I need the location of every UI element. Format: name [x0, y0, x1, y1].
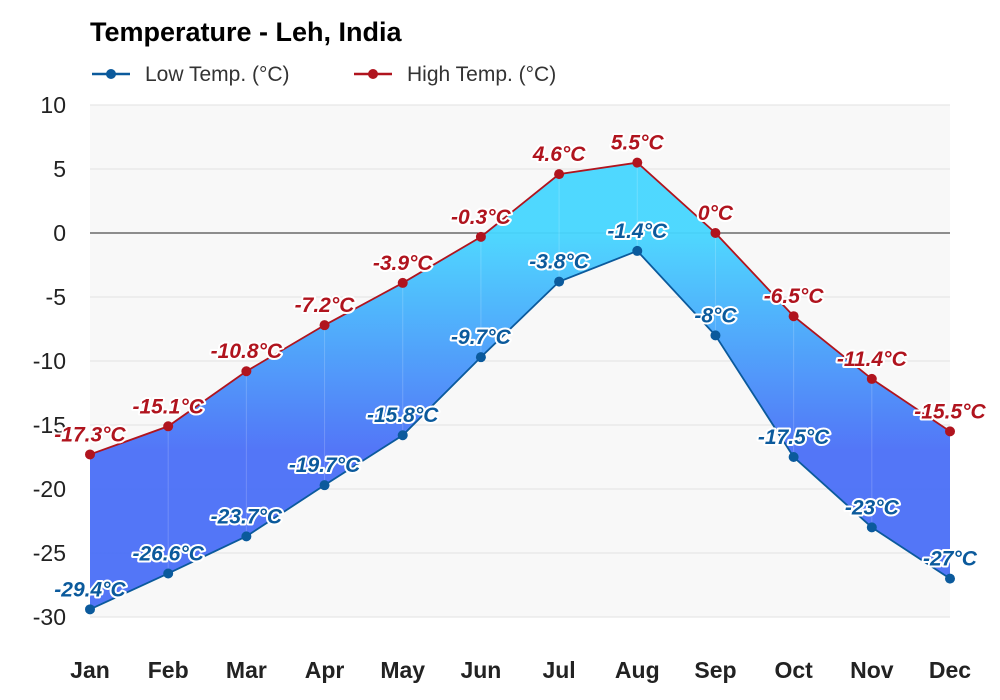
low-temp-point-aug[interactable]: [632, 245, 643, 256]
low-temp-point-jan[interactable]: [85, 604, 95, 615]
x-tick-label-dec: Dec: [929, 657, 971, 683]
high-temp-point-jan[interactable]: [85, 449, 95, 460]
low-temp-line: [89, 249, 951, 611]
low-temp-label-nov: -23°C: [845, 496, 900, 519]
low-temp-point-nov[interactable]: [866, 522, 877, 533]
high-temp-label-oct: -6.5°C: [764, 285, 825, 308]
low-temp-label-jul: -3.8°C: [529, 251, 590, 274]
x-tick-label-aug: Aug: [615, 657, 660, 683]
month-dividers: [167, 162, 873, 574]
low-temp-label-feb: -26.6°C: [132, 542, 204, 565]
series-lines: [89, 161, 951, 611]
x-tick-label-feb: Feb: [148, 657, 189, 683]
low-temp-label-oct: -17.5°C: [758, 426, 830, 449]
low-temp-point-jul[interactable]: [554, 276, 565, 287]
low-temp-point-jun[interactable]: [475, 352, 486, 363]
y-tick-label: 0: [53, 220, 66, 246]
data-labels: -29.4°C -26.6°C -23.7°C -19.7°C -15.8°C -9.7°…: [52, 130, 988, 604]
y-tick-label: -5: [46, 284, 66, 310]
x-tick-label-may: May: [380, 657, 425, 683]
x-tick-label-apr: Apr: [305, 657, 345, 683]
high-temp-point-mar[interactable]: [241, 366, 252, 377]
low-temp-label-sep: -8°C: [694, 304, 737, 327]
legend-marker-low: [106, 69, 116, 79]
x-tick-label-mar: Mar: [226, 657, 267, 683]
high-temp-label-sep: 0°C: [698, 202, 734, 225]
x-tick-label-jul: Jul: [542, 657, 575, 683]
high-temp-label-jun: -0.3°C: [451, 206, 512, 229]
x-tick-label-oct: Oct: [774, 657, 813, 683]
legend-marker-high: [368, 69, 378, 79]
high-temp-point-feb[interactable]: [163, 421, 174, 432]
high-temp-label-may: -3.9°C: [373, 252, 434, 275]
high-temp-point-aug[interactable]: [632, 157, 643, 168]
y-tick-label: -25: [33, 540, 66, 566]
high-temp-point-apr[interactable]: [319, 320, 330, 331]
high-temp-point-may[interactable]: [397, 277, 408, 288]
y-tick-label: -30: [33, 604, 66, 630]
low-temp-label-aug: -1.4°C: [607, 220, 668, 243]
high-temp-point-oct[interactable]: [788, 311, 799, 322]
y-axis-tick-labels: 10 5 0 -5 -10 -15 -20 -25 -30: [33, 92, 66, 630]
y-tick-label: -15: [33, 412, 66, 438]
x-tick-label-nov: Nov: [850, 657, 894, 683]
high-temp-point-jun[interactable]: [475, 231, 486, 242]
y-tick-label: -10: [33, 348, 66, 374]
low-temp-label-jan: -29.4°C: [54, 578, 126, 601]
high-temp-label-apr: -7.2°C: [295, 294, 356, 317]
high-temp-label-jan: -17.3°C: [54, 423, 126, 446]
low-temp-label-may: -15.8°C: [367, 404, 439, 427]
high-temp-label-nov: -11.4°C: [837, 348, 908, 371]
high-temp-label-feb: -15.1°C: [132, 395, 204, 418]
legend-item-low[interactable]: Low Temp. (°C): [92, 63, 290, 86]
legend[interactable]: Low Temp. (°C) High Temp. (°C): [92, 63, 556, 86]
low-temp-point-may[interactable]: [397, 430, 408, 441]
high-temp-label-mar: -10.8°C: [211, 340, 283, 363]
low-temp-point-feb[interactable]: [163, 568, 174, 579]
low-temp-point-oct[interactable]: [788, 452, 799, 462]
x-axis-tick-labels: Jan Feb Mar Apr May Jun Jul Aug Sep Oct Nov Dec: [70, 657, 971, 683]
low-temp-label-apr: -19.7°C: [289, 454, 361, 477]
x-tick-label-jun: Jun: [460, 657, 501, 683]
low-temp-point-dec[interactable]: [945, 573, 955, 584]
legend-label-low: Low Temp. (°C): [145, 63, 290, 86]
high-temp-line: [89, 161, 951, 456]
high-temp-point-dec[interactable]: [945, 426, 955, 437]
low-temp-label-jun: -9.7°C: [451, 326, 512, 349]
high-temp-point-nov[interactable]: [866, 373, 877, 384]
low-temp-point-apr[interactable]: [319, 480, 330, 491]
high-temp-point-sep[interactable]: [710, 228, 721, 238]
low-temp-point-sep[interactable]: [710, 330, 721, 341]
low-temp-label-dec: -27°C: [923, 548, 978, 571]
x-tick-label-sep: Sep: [694, 657, 736, 683]
legend-label-high: High Temp. (°C): [407, 63, 556, 86]
x-tick-label-jan: Jan: [70, 657, 110, 683]
y-tick-label: -20: [33, 476, 66, 502]
low-temp-label-mar: -23.7°C: [211, 505, 283, 528]
high-temp-label-jul: 4.6°C: [532, 143, 587, 166]
chart-title: Temperature - Leh, India: [90, 17, 403, 47]
high-temp-point-jul[interactable]: [554, 169, 565, 180]
low-temp-point-mar[interactable]: [241, 531, 252, 542]
y-tick-label: 10: [40, 92, 66, 118]
high-temp-label-aug: 5.5°C: [611, 132, 665, 155]
data-points: [85, 157, 955, 615]
high-temp-label-dec: -15.5°C: [914, 400, 986, 423]
y-tick-label: 5: [53, 156, 66, 182]
legend-item-high[interactable]: High Temp. (°C): [354, 63, 556, 86]
